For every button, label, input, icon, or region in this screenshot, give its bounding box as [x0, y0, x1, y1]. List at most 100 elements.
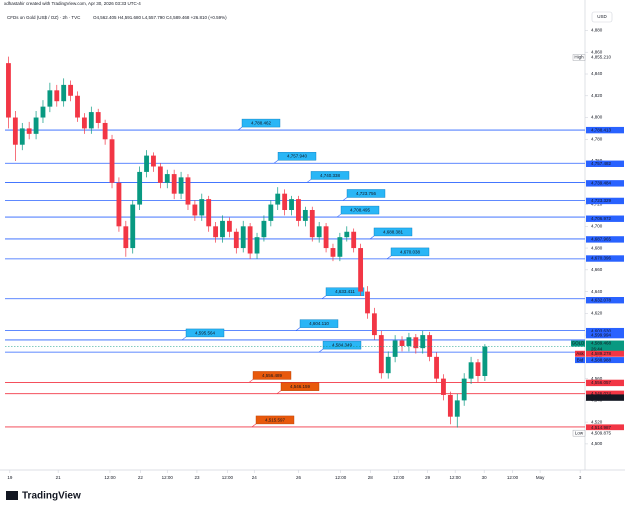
- candle-body: [199, 199, 205, 216]
- high-mark-label: 4,855.210: [591, 55, 612, 60]
- x-tick-label: 26: [296, 475, 302, 480]
- ask-name-tag: [575, 350, 585, 357]
- candle-body: [323, 226, 329, 249]
- candle-body: [427, 335, 433, 357]
- candle-body: [261, 220, 267, 238]
- candle-body: [247, 226, 253, 254]
- price-tag-label: 4,632.078: [591, 297, 612, 302]
- price-tag-label: 4,788.413: [591, 127, 612, 132]
- callout-label: 4,556.489: [262, 373, 283, 378]
- x-tick-label: 21: [56, 475, 62, 480]
- callout-box: [252, 371, 292, 380]
- callout-box: [373, 227, 413, 237]
- price-tag: [586, 394, 624, 401]
- attribution: xdhastahir created with TradingView.com,…: [4, 1, 141, 6]
- y-tick-label: 4,780: [591, 136, 603, 141]
- candle-body: [33, 117, 39, 134]
- callout-label: 4,688.381: [383, 229, 404, 234]
- x-tick-label: 12:00: [222, 475, 234, 480]
- candle-body: [12, 117, 18, 145]
- callout-label: 4,584.349: [332, 343, 353, 348]
- candle-body: [302, 209, 308, 221]
- price-tag-label: 4,546.024: [591, 391, 612, 396]
- candle-body: [157, 166, 163, 183]
- candle-body: [254, 237, 260, 254]
- callout-box: [325, 287, 365, 296]
- callout-leader: [273, 160, 279, 164]
- x-tick-label: 12:00: [450, 475, 462, 480]
- brand: TradingView: [22, 491, 81, 502]
- candle-body: [137, 171, 143, 205]
- candle-body: [213, 226, 219, 238]
- candle-body: [116, 182, 122, 227]
- candle-body: [26, 128, 32, 134]
- candle-body: [130, 204, 136, 249]
- ask-tag: [586, 350, 624, 357]
- currency-button[interactable]: [591, 11, 613, 23]
- price-tag-label: 4,706.972: [591, 216, 612, 221]
- price-tag: [586, 331, 624, 339]
- candle-body: [482, 346, 488, 377]
- callout-box: [340, 205, 380, 215]
- high-mark-tag: [586, 54, 624, 61]
- y-tick-label: 4,840: [591, 71, 603, 76]
- y-tick-label: 4,560: [591, 376, 603, 381]
- price-tag-label: 4,757.482: [591, 161, 612, 166]
- y-tick-label: 4,520: [591, 419, 603, 424]
- price-tag: [586, 424, 624, 431]
- price-tag-label: 4,739.484: [591, 181, 612, 186]
- callout-label: 4,633.411: [335, 289, 355, 294]
- price-tag-label: 4,603.630: [591, 328, 612, 333]
- current-symbol-tag: [571, 340, 585, 347]
- callout-label: 4,595.564: [195, 330, 216, 335]
- callout-leader: [295, 327, 301, 331]
- callout-leader: [369, 235, 375, 240]
- y-tick-label: 4,700: [591, 224, 603, 229]
- callout-leader: [386, 255, 392, 260]
- candle-body: [144, 155, 149, 172]
- callout-label: 4,546.159: [290, 384, 311, 389]
- candle-body: [358, 248, 364, 292]
- y-tick-label: 4,500: [591, 441, 603, 446]
- low-mark-label: 4,509.875: [591, 430, 612, 435]
- currency[interactable]: USD: [597, 14, 607, 19]
- x-tick-label: 23: [194, 475, 200, 480]
- price-tag-label: 4,723.329: [591, 198, 612, 203]
- candle-body: [47, 90, 53, 107]
- candle-body: [240, 226, 246, 249]
- low-mark-name-tag: [572, 429, 586, 437]
- candle-body: [454, 400, 460, 417]
- y-tick-label: 4,800: [591, 115, 603, 120]
- price-tag: [586, 197, 624, 205]
- current-price-tag: [586, 340, 624, 353]
- callout-box: [185, 328, 225, 338]
- price-tag-label: 4,542.540: [591, 395, 612, 400]
- callout-label: 4,788.462: [251, 120, 272, 125]
- callout-leader: [237, 126, 243, 131]
- callout-label: 4,757.940: [287, 154, 308, 159]
- candle-body: [378, 335, 384, 374]
- callout-label: 4,604.110: [309, 321, 329, 326]
- candle-body: [475, 362, 481, 377]
- candle-body: [468, 362, 474, 379]
- x-tick-label: 28: [368, 475, 374, 480]
- candle-body: [441, 378, 446, 395]
- price-tag: [586, 297, 624, 304]
- callout-leader: [276, 390, 282, 394]
- candle-body: [309, 209, 315, 238]
- candle-body: [226, 220, 232, 232]
- candle-body: [185, 177, 191, 205]
- x-tick-label: 12:00: [393, 475, 405, 480]
- callout-label: 4,708.495: [350, 207, 371, 212]
- candle-body: [75, 95, 80, 118]
- callout-box: [280, 382, 320, 391]
- ask-name: Ask: [576, 351, 584, 356]
- candle-body: [282, 193, 288, 210]
- x-tick-label: 12:00: [507, 475, 519, 480]
- candle-body: [268, 204, 274, 221]
- bid-tag: [586, 357, 624, 364]
- callout-box: [299, 319, 339, 328]
- price-tag-label: 4,687.965: [591, 237, 612, 242]
- candle-body: [206, 199, 212, 227]
- callout-box: [390, 247, 430, 257]
